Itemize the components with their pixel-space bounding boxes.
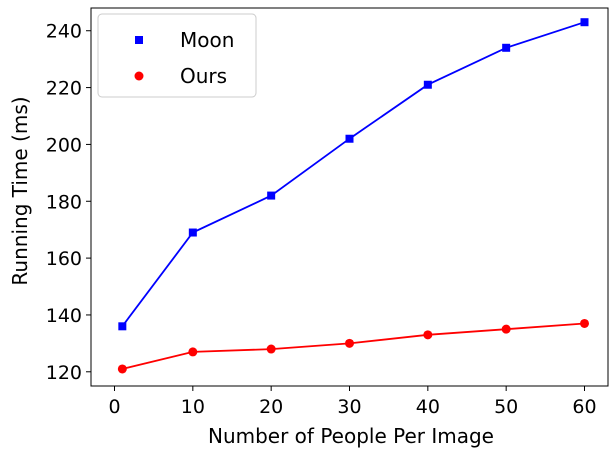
x-tick-label: 10 (181, 396, 205, 418)
y-tick-label: 240 (46, 21, 82, 43)
x-tick-label: 40 (416, 396, 440, 418)
data-point-ours (345, 338, 354, 348)
data-point-moon (188, 228, 197, 237)
legend-label-moon: Moon (180, 28, 234, 52)
data-point-ours (266, 344, 276, 354)
legend-marker-moon (135, 36, 143, 44)
series-line-ours (122, 322, 585, 370)
axes: 0 10 20 30 40 50 60 120 140 160 180 200 220 240 (46, 7, 609, 418)
y-tick-label: 120 (46, 362, 82, 384)
y-tick-label: 220 (46, 78, 82, 100)
y-tick-label: 200 (46, 134, 82, 156)
y-tick-label: 160 (46, 248, 82, 270)
data-point-ours (188, 347, 198, 357)
data-point-moon (118, 322, 127, 331)
x-tick-label: 50 (494, 396, 518, 418)
x-tick-label: 0 (108, 396, 120, 418)
data-point-ours (423, 330, 433, 340)
data-point-moon (345, 134, 354, 143)
plot-area (117, 18, 589, 374)
legend-marker-ours (134, 71, 144, 81)
data-point-ours (501, 324, 511, 334)
data-point-moon (580, 18, 589, 27)
y-tick-label: 140 (46, 305, 82, 327)
y-tick-label: 180 (46, 191, 82, 213)
x-tick-label: 60 (572, 396, 596, 418)
data-point-moon (502, 43, 511, 52)
x-axis-label: Number of People Per Image (208, 424, 494, 448)
data-point-moon (267, 191, 276, 200)
y-axis-label: Running Time (ms) (8, 96, 32, 285)
legend-box (97, 13, 257, 98)
x-tick-label: 20 (259, 396, 283, 418)
data-point-ours (117, 364, 127, 374)
legend-label-ours: Ours (180, 64, 227, 88)
x-tick-label: 30 (337, 396, 361, 418)
data-point-ours (580, 318, 589, 328)
legend: Moon Ours (97, 13, 257, 98)
data-point-moon (423, 80, 432, 89)
